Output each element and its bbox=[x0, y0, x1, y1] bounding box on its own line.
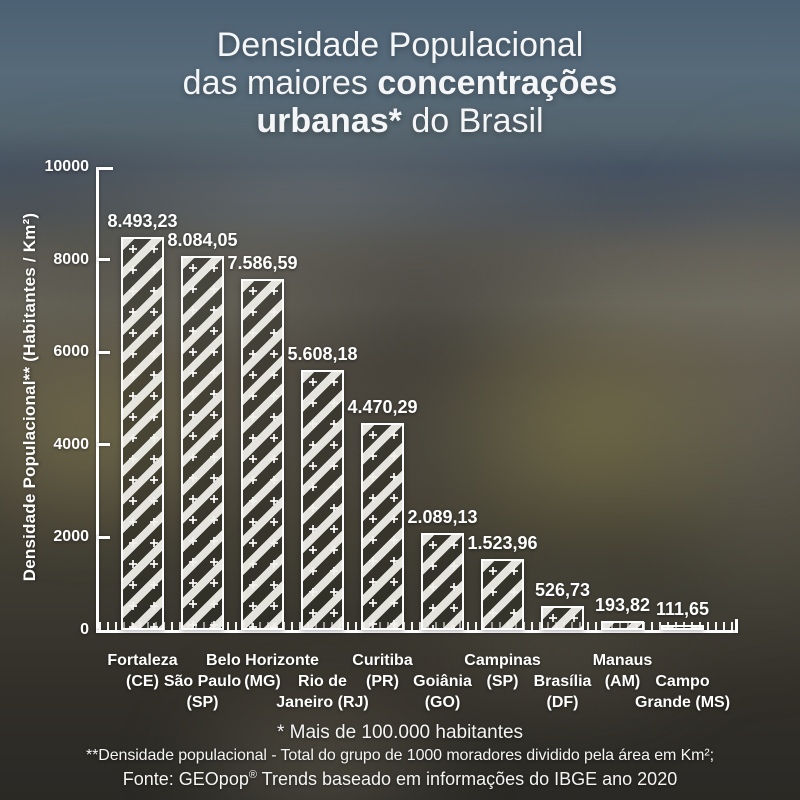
bar-Belo Horizonte (MG) bbox=[241, 279, 284, 630]
title-line-1: Densidade Populacional bbox=[216, 26, 584, 64]
category-label-Belo Horizonte (MG): Belo Horizonte (MG) bbox=[206, 652, 319, 690]
y-tick-4000 bbox=[97, 443, 110, 447]
bar-Campinas (SP) bbox=[481, 559, 524, 630]
y-tick-2000 bbox=[97, 535, 110, 539]
bar-Curitiba (PR) bbox=[361, 423, 404, 630]
title-line-3: urbanas* do Brasil bbox=[256, 102, 544, 140]
y-tick-label-4000: 4000 bbox=[53, 435, 89, 453]
value-label-Manaus (AM): 193,82 bbox=[594, 595, 651, 615]
value-label-Goiânia (GO): 2.089,13 bbox=[407, 507, 478, 527]
y-axis-top-cap bbox=[99, 167, 113, 170]
value-label-Curitiba (PR): 4.470,29 bbox=[347, 397, 418, 417]
category-label-Fortaleza (CE): Fortaleza (CE) bbox=[107, 652, 178, 690]
value-label-Brasília (DF): 526,73 bbox=[534, 580, 591, 600]
category-label-São Paulo (SP): São Paulo (SP) bbox=[163, 673, 242, 711]
y-axis-line bbox=[96, 167, 99, 633]
x-axis-minor-ticks bbox=[99, 622, 733, 630]
value-label-Campinas (SP): 1.523,96 bbox=[467, 533, 538, 553]
bar-Manaus (AM) bbox=[601, 621, 644, 630]
bar-Rio de Janeiro (RJ) bbox=[301, 370, 344, 630]
bar-Fortaleza (CE) bbox=[121, 237, 164, 630]
value-label-São Paulo (SP): 8.084,05 bbox=[167, 230, 238, 250]
y-tick-label-10000: 10000 bbox=[44, 158, 90, 175]
footnote-source: Fonte: GEOpop® Trends baseado em informa… bbox=[122, 769, 678, 789]
y-tick-8000 bbox=[97, 258, 110, 262]
category-label-Goiânia (GO): Goiânia (GO) bbox=[413, 673, 472, 711]
y-tick-label-2000: 2000 bbox=[53, 528, 89, 546]
x-axis-line bbox=[96, 630, 738, 633]
bar-Campo Grande (MS) bbox=[661, 625, 704, 630]
footnote-asterisk: * Mais de 100.000 habitantes bbox=[276, 722, 524, 743]
y-axis-label: Densidade Populacional** (Habitantes / K… bbox=[20, 212, 39, 582]
value-label-Belo Horizonte (MG): 7.586,59 bbox=[227, 253, 298, 273]
chart-title: Densidade Populacional das maiores conce… bbox=[0, 26, 800, 140]
y-tick-label-6000: 6000 bbox=[53, 343, 89, 361]
value-label-Campo Grande (MS): 111,65 bbox=[655, 599, 710, 619]
category-label-Curitiba (PR): Curitiba (PR) bbox=[352, 652, 413, 690]
category-label-Rio de Janeiro (RJ): Rio de Janeiro (RJ) bbox=[276, 673, 369, 711]
x-axis-end-cap bbox=[735, 619, 738, 633]
category-label-Campo Grande (MS): Campo Grande (MS) bbox=[634, 673, 731, 711]
category-label-Manaus (AM): Manaus (AM) bbox=[592, 652, 653, 690]
bar-Goiânia (GO) bbox=[421, 533, 464, 630]
value-label-Rio de Janeiro (RJ): 5.608,18 bbox=[287, 344, 358, 364]
category-label-Brasília (DF): Brasília (DF) bbox=[533, 673, 592, 711]
y-tick-label-8000: 8000 bbox=[53, 250, 89, 268]
bar-São Paulo (SP) bbox=[181, 256, 224, 630]
y-tick-label-0: 0 bbox=[80, 621, 89, 638]
y-tick-6000 bbox=[97, 350, 110, 354]
footnote-double-asterisk: **Densidade populacional - Total do grup… bbox=[86, 747, 714, 764]
bar-Brasília (DF) bbox=[541, 606, 584, 630]
value-label-Fortaleza (CE): 8.493,23 bbox=[107, 211, 178, 231]
category-label-Campinas (SP): Campinas (SP) bbox=[464, 652, 541, 690]
title-line-2: das maiores concentrações bbox=[182, 64, 618, 102]
